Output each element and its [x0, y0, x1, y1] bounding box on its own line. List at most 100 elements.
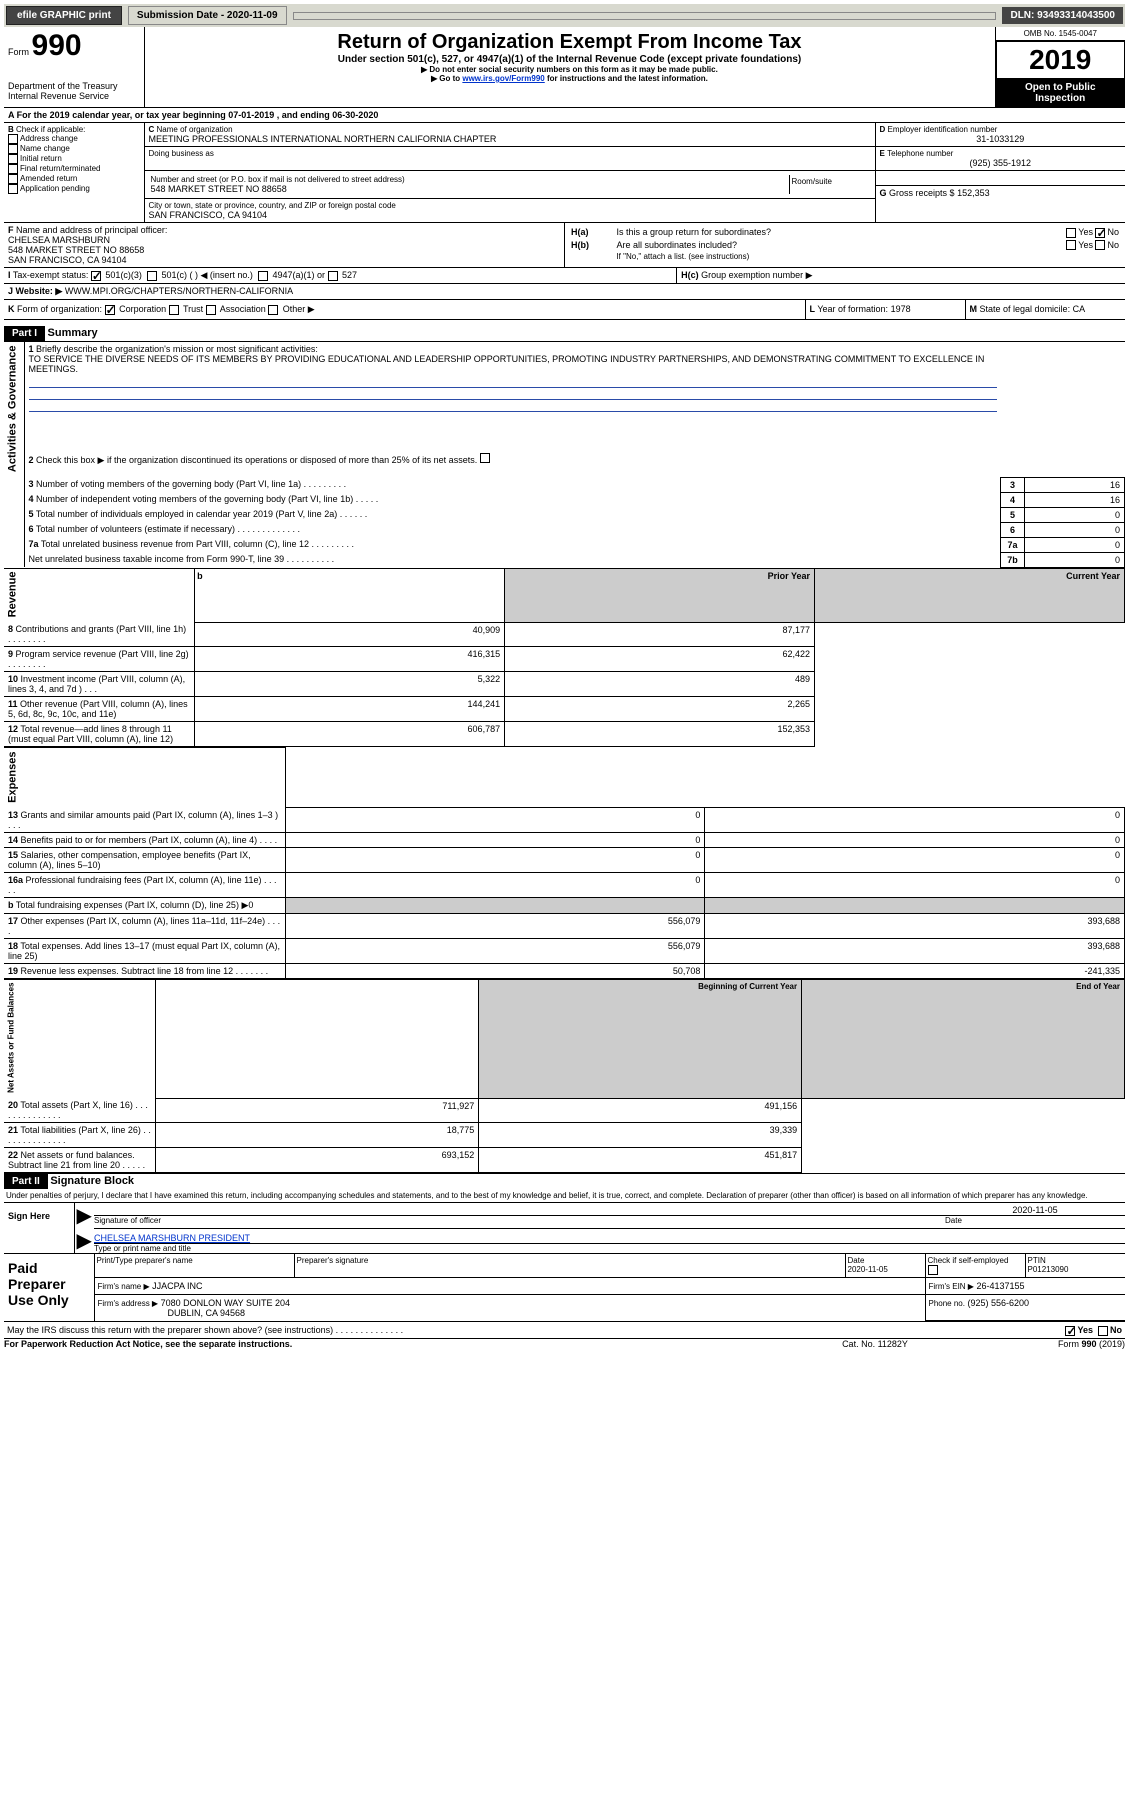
checkbox-hb-yes[interactable] — [1066, 240, 1076, 250]
vert-governance: Activities & Governance — [4, 342, 24, 477]
checkbox-501c3[interactable] — [91, 271, 101, 281]
rev-11-current: 2,265 — [505, 697, 815, 722]
rev-9-current: 62,422 — [505, 647, 815, 672]
exp-b-current — [705, 897, 1125, 913]
mission-text: TO SERVICE THE DIVERSE NEEDS OF ITS MEMB… — [29, 354, 985, 374]
sign-here: Sign Here — [4, 1203, 74, 1254]
exp-17-current: 393,688 — [705, 913, 1125, 938]
website-value: WWW.MPI.ORG/CHAPTERS/NORTHERN-CALIFORNIA — [65, 286, 293, 296]
exp-18-current: 393,688 — [705, 938, 1125, 963]
checkbox-trust[interactable] — [169, 305, 179, 315]
checkbox-amended[interactable] — [8, 174, 18, 184]
exp-19-prior: 50,708 — [285, 963, 705, 978]
rev-12-prior: 606,787 — [195, 722, 505, 747]
checkbox-address-change[interactable] — [8, 134, 18, 144]
form-subtitle: Under section 501(c), 527, or 4947(a)(1)… — [153, 54, 987, 65]
efile-button[interactable]: efile GRAPHIC print — [6, 6, 122, 25]
state-domicile: CA — [1073, 304, 1086, 314]
org-address: 548 MARKET STREET NO 88658 — [151, 184, 787, 194]
part2-title: Signature Block — [50, 1175, 134, 1187]
exp-18-prior: 556,079 — [285, 938, 705, 963]
checkbox-ha-yes[interactable] — [1066, 228, 1076, 238]
paid-preparer: Paid Preparer Use Only — [4, 1254, 94, 1322]
vert-expenses: Expenses — [4, 748, 285, 808]
org-city: SAN FRANCISCO, CA 94104 — [149, 210, 871, 220]
officer-sig-name[interactable]: CHELSEA MARSHBURN PRESIDENT — [94, 1233, 250, 1243]
footer-right: Form 990 (2019) — [975, 1339, 1125, 1349]
note-privacy: Do not enter social security numbers on … — [153, 65, 987, 74]
checkbox-application-pending[interactable] — [8, 184, 18, 194]
ptin-value: P01213090 — [1028, 1265, 1069, 1274]
checkbox-discontinued[interactable] — [480, 453, 490, 463]
checkbox-assoc[interactable] — [206, 305, 216, 315]
net-20-end: 491,156 — [479, 1098, 802, 1123]
exp-16a-prior: 0 — [285, 872, 705, 897]
col-current: Current Year — [815, 568, 1125, 622]
rev-9-prior: 416,315 — [195, 647, 505, 672]
footer-cat: Cat. No. 11282Y — [775, 1339, 975, 1349]
line-7b-num: 7b — [1001, 552, 1025, 567]
exp-13-prior: 0 — [285, 808, 705, 833]
exp-b-prior — [285, 897, 705, 913]
tax-period: A For the 2019 calendar year, or tax yea… — [4, 108, 1125, 123]
checkbox-4947[interactable] — [258, 271, 268, 281]
checkbox-hb-no[interactable] — [1095, 240, 1105, 250]
checkbox-501c[interactable] — [147, 271, 157, 281]
checkbox-ha-no[interactable] — [1095, 228, 1105, 238]
line-7a-val: 0 — [1025, 537, 1125, 552]
omb-number: OMB No. 1545-0047 — [996, 27, 1126, 41]
checkbox-other[interactable] — [268, 305, 278, 315]
declaration-text: Under penalties of perjury, I declare th… — [4, 1189, 1125, 1203]
line-3-num: 3 — [1001, 477, 1025, 492]
net-21-end: 39,339 — [479, 1123, 802, 1148]
rev-10-prior: 5,322 — [195, 672, 505, 697]
line-4-val: 16 — [1025, 492, 1125, 507]
checkbox-name-change[interactable] — [8, 144, 18, 154]
checkbox-self-employed[interactable] — [928, 1265, 938, 1275]
rev-8-current: 87,177 — [505, 622, 815, 647]
col-prior: Prior Year — [505, 568, 815, 622]
vert-net: Net Assets or Fund Balances — [4, 979, 156, 1098]
form-word: Form — [8, 47, 29, 57]
rev-8-prior: 40,909 — [195, 622, 505, 647]
line-5-num: 5 — [1001, 507, 1025, 522]
line-3-val: 16 — [1025, 477, 1125, 492]
line-6-val: 0 — [1025, 522, 1125, 537]
room-suite: Room/suite — [789, 175, 869, 194]
checkbox-corp[interactable] — [105, 305, 115, 315]
line-7b-val: 0 — [1025, 552, 1125, 567]
firm-addr1: 7080 DONLON WAY SUITE 204 — [161, 1298, 290, 1308]
part1-title: Summary — [48, 327, 98, 339]
footer-left: For Paperwork Reduction Act Notice, see … — [4, 1339, 775, 1349]
net-21-begin: 18,775 — [156, 1123, 479, 1148]
note-link: Go to www.irs.gov/Form990 for instructio… — [153, 74, 987, 83]
checkbox-discuss-no[interactable] — [1098, 1326, 1108, 1336]
org-name: MEETING PROFESSIONALS INTERNATIONAL NORT… — [149, 134, 871, 144]
exp-14-current: 0 — [705, 832, 1125, 847]
sig-officer-label: Signature of officer — [94, 1215, 945, 1225]
checkbox-527[interactable] — [328, 271, 338, 281]
dba-label: Doing business as — [149, 149, 871, 158]
net-20-begin: 711,927 — [156, 1098, 479, 1123]
line-7a-num: 7a — [1001, 537, 1025, 552]
net-22-end: 451,817 — [479, 1148, 802, 1173]
dln-label: DLN: 93493314043500 — [1002, 7, 1123, 24]
rev-10-current: 489 — [505, 672, 815, 697]
exp-19-current: -241,335 — [705, 963, 1125, 978]
line-5-val: 0 — [1025, 507, 1125, 522]
checkbox-discuss-yes[interactable] — [1065, 1326, 1075, 1336]
irs-link[interactable]: www.irs.gov/Form990 — [462, 74, 544, 83]
rev-12-current: 152,353 — [505, 722, 815, 747]
firm-phone: (925) 556-6200 — [968, 1298, 1030, 1308]
vert-revenue: Revenue — [4, 568, 195, 622]
checkbox-final-return[interactable] — [8, 164, 18, 174]
checkbox-initial-return[interactable] — [8, 154, 18, 164]
gross-receipts: 152,353 — [957, 188, 990, 198]
firm-addr2: DUBLIN, CA 94568 — [168, 1308, 246, 1318]
exp-16a-current: 0 — [705, 872, 1125, 897]
col-end: End of Year — [802, 979, 1125, 1098]
tax-year: 2019 — [996, 41, 1126, 79]
firm-name: JJACPA INC — [152, 1281, 202, 1291]
net-22-begin: 693,152 — [156, 1148, 479, 1173]
phone-value: (925) 355-1912 — [880, 158, 1122, 168]
